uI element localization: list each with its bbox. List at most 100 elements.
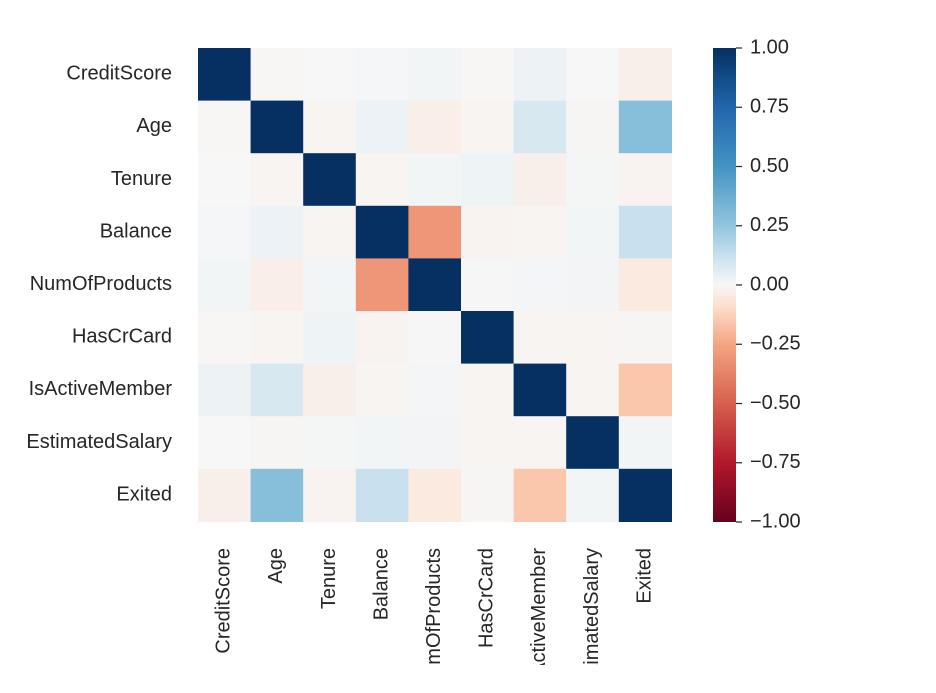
- heatmap-cell-Tenure-Tenure: [303, 153, 357, 207]
- colorbar-bar: [713, 48, 736, 522]
- heatmap-cell-Balance-Age: [250, 205, 304, 259]
- heatmap-cell-EstimatedSalary-CreditScore: [198, 416, 252, 470]
- heatmap-cell-CreditScore-NumOfProducts: [408, 48, 462, 102]
- heatmap-cell-Tenure-CreditScore: [198, 153, 252, 207]
- heatmap-cell-Balance-IsActiveMember: [513, 205, 567, 259]
- heatmap-cell-CreditScore-Exited: [618, 48, 672, 102]
- heatmap-cell-EstimatedSalary-HasCrCard: [461, 416, 515, 470]
- colorbar-tick-label: 1.00: [750, 36, 789, 58]
- heatmap-cell-NumOfProducts-Balance: [355, 258, 409, 312]
- heatmap-cell-IsActiveMember-Tenure: [303, 363, 357, 417]
- heatmap-cell-Age-HasCrCard: [461, 100, 515, 154]
- heatmap-cell-NumOfProducts-EstimatedSalary: [566, 258, 620, 312]
- heatmap-cell-Tenure-HasCrCard: [461, 153, 515, 207]
- column-tick-label: Age: [265, 548, 287, 584]
- colorbar-tick-label: −1.00: [750, 510, 801, 532]
- heatmap-cell-HasCrCard-Age: [250, 311, 304, 365]
- heatmap-cell-NumOfProducts-NumOfProducts: [408, 258, 462, 312]
- heatmap-cell-Exited-IsActiveMember: [513, 468, 567, 522]
- heatmap-cell-Tenure-Age: [250, 153, 304, 207]
- heatmap-cell-EstimatedSalary-Balance: [355, 416, 409, 470]
- heatmap-cell-Tenure-Exited: [618, 153, 672, 207]
- row-tick-label: NumOfProducts: [30, 273, 172, 295]
- heatmap-cell-HasCrCard-NumOfProducts: [408, 311, 462, 365]
- heatmap-cell-EstimatedSalary-IsActiveMember: [513, 416, 567, 470]
- heatmap-cell-Tenure-NumOfProducts: [408, 153, 462, 207]
- heatmap-cell-EstimatedSalary-Age: [250, 416, 304, 470]
- heatmap-cell-IsActiveMember-HasCrCard: [461, 363, 515, 417]
- heatmap-cell-NumOfProducts-IsActiveMember: [513, 258, 567, 312]
- column-tick-label: Balance: [370, 548, 392, 620]
- heatmap-cell-IsActiveMember-CreditScore: [198, 363, 252, 417]
- heatmap-cell-HasCrCard-IsActiveMember: [513, 311, 567, 365]
- column-tick-label: HasCrCard: [476, 548, 498, 648]
- heatmap-cell-HasCrCard-Tenure: [303, 311, 357, 365]
- colorbar-tick-label: 0.00: [750, 273, 789, 295]
- heatmap-cell-Exited-EstimatedSalary: [566, 468, 620, 522]
- heatmap-cell-NumOfProducts-Exited: [618, 258, 672, 312]
- heatmap-cell-Balance-CreditScore: [198, 205, 252, 259]
- heatmap-cell-CreditScore-Balance: [355, 48, 409, 102]
- heatmap-cell-IsActiveMember-Exited: [618, 363, 672, 417]
- heatmap-cell-Balance-Balance: [355, 205, 409, 259]
- heatmap-cell-EstimatedSalary-Exited: [618, 416, 672, 470]
- row-tick-label: Age: [136, 115, 172, 137]
- heatmap-cell-Balance-HasCrCard: [461, 205, 515, 259]
- heatmap-cell-Exited-NumOfProducts: [408, 468, 462, 522]
- heatmap-cell-HasCrCard-Exited: [618, 311, 672, 365]
- heatmap-cell-HasCrCard-Balance: [355, 311, 409, 365]
- heatmap-cell-IsActiveMember-IsActiveMember: [513, 363, 567, 417]
- heatmap-cell-IsActiveMember-Age: [250, 363, 304, 417]
- column-labels: CreditScore Age Tenure Balance NumOfProducts…: [213, 548, 656, 688]
- heatmap-cell-Tenure-IsActiveMember: [513, 153, 567, 207]
- row-tick-label: Balance: [100, 220, 172, 242]
- heatmap-cell-CreditScore-HasCrCard: [461, 48, 515, 102]
- heatmap-cell-NumOfProducts-Age: [250, 258, 304, 312]
- heatmap-cell-IsActiveMember-NumOfProducts: [408, 363, 462, 417]
- heatmap-cell-IsActiveMember-EstimatedSalary: [566, 363, 620, 417]
- heatmap-cell-Age-Age: [250, 100, 304, 154]
- column-tick-label: CreditScore: [213, 548, 235, 654]
- heatmap-cell-Age-NumOfProducts: [408, 100, 462, 154]
- heatmap-cell-Exited-Balance: [355, 468, 409, 522]
- row-tick-label: Tenure: [111, 168, 172, 190]
- column-tick-label: NumOfProducts: [423, 548, 445, 688]
- heatmap-cell-Balance-NumOfProducts: [408, 205, 462, 259]
- colorbar-tick-label: 0.50: [750, 155, 789, 177]
- heatmap-cell-NumOfProducts-HasCrCard: [461, 258, 515, 312]
- colorbar-tick-label: −0.25: [750, 333, 801, 355]
- colorbar: 1.00 0.75 0.50 0.25 0.00 −0.25 −0.50 −0.75 −1.00: [713, 36, 801, 532]
- heatmap-cell-NumOfProducts-Tenure: [303, 258, 357, 312]
- column-tick-label: EstimatedSalary: [581, 548, 603, 688]
- heatmap-cell-Tenure-EstimatedSalary: [566, 153, 620, 207]
- heatmap-cell-Balance-EstimatedSalary: [566, 205, 620, 259]
- heatmap-cell-Exited-Exited: [618, 468, 672, 522]
- heatmap-cell-Balance-Tenure: [303, 205, 357, 259]
- heatmap-cell-Age-CreditScore: [198, 100, 252, 154]
- heatmap-cell-CreditScore-Age: [250, 48, 304, 102]
- colorbar-tick-label: −0.50: [750, 392, 801, 414]
- heatmap-cell-Age-IsActiveMember: [513, 100, 567, 154]
- column-tick-label: Tenure: [318, 548, 340, 609]
- heatmap-cell-Exited-CreditScore: [198, 468, 252, 522]
- heatmap-cell-Age-EstimatedSalary: [566, 100, 620, 154]
- heatmap-cell-NumOfProducts-CreditScore: [198, 258, 252, 312]
- heatmap-cell-Balance-Exited: [618, 205, 672, 259]
- heatmap-cell-CreditScore-IsActiveMember: [513, 48, 567, 102]
- heatmap-cell-CreditScore-EstimatedSalary: [566, 48, 620, 102]
- row-tick-label: EstimatedSalary: [26, 431, 172, 453]
- row-tick-label: CreditScore: [66, 63, 172, 85]
- heatmap-cell-Exited-HasCrCard: [461, 468, 515, 522]
- row-tick-label: Exited: [116, 483, 172, 505]
- heatmap-cell-EstimatedSalary-Tenure: [303, 416, 357, 470]
- row-tick-label: IsActiveMember: [29, 378, 173, 400]
- heatmap-cell-Age-Tenure: [303, 100, 357, 154]
- heatmap-cell-CreditScore-Tenure: [303, 48, 357, 102]
- heatmap-cell-Age-Exited: [618, 100, 672, 154]
- column-tick-label: IsActiveMember: [528, 548, 550, 688]
- column-tick-label: Exited: [633, 548, 655, 604]
- colorbar-tick-label: 0.75: [750, 96, 789, 118]
- heatmap-cell-EstimatedSalary-NumOfProducts: [408, 416, 462, 470]
